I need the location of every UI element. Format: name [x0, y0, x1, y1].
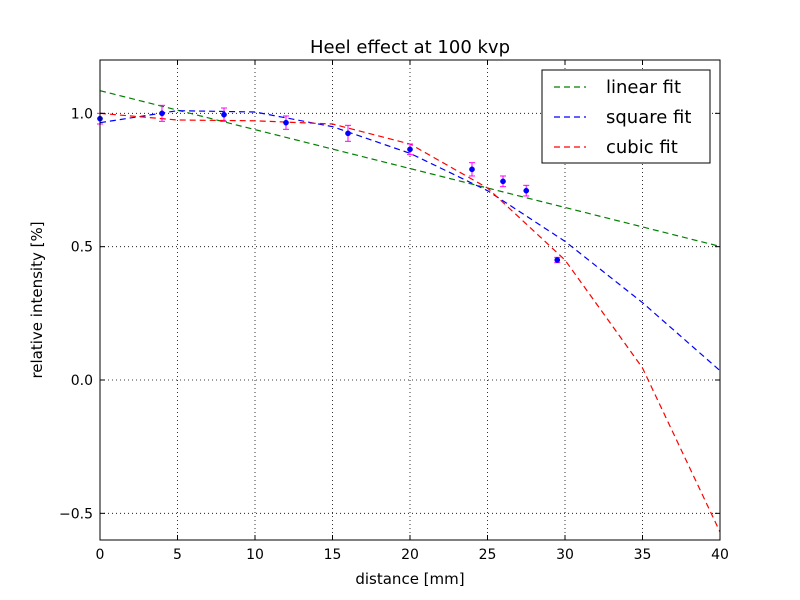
x-tick-label: 5 [173, 547, 182, 563]
legend-label: square fit [606, 107, 691, 128]
data-marker [221, 111, 227, 118]
measurement-point [554, 256, 561, 264]
data-marker [523, 187, 530, 194]
measurement-points [97, 104, 561, 264]
y-tick-label: −0.5 [59, 506, 93, 522]
measurement-point [469, 162, 475, 177]
y-tick-label: 0.5 [71, 240, 93, 256]
x-axis-label: distance [mm] [355, 570, 464, 588]
x-tick-label: 40 [711, 547, 729, 563]
y-tick-label: 0.0 [71, 373, 93, 389]
data-marker [469, 166, 475, 173]
measurement-point [159, 104, 165, 122]
data-marker [407, 146, 413, 153]
y-tick-label: 1.0 [71, 106, 93, 122]
measurement-point [221, 107, 227, 122]
measurement-point [283, 115, 289, 130]
data-marker [500, 178, 506, 185]
legend-entry-square-fit: square fit [554, 107, 691, 128]
data-marker [345, 130, 351, 137]
legend: linear fit square fit cubic fit [541, 69, 711, 164]
legend-label: cubic fit [606, 137, 678, 158]
data-marker [283, 119, 289, 126]
measurement-point [500, 175, 506, 188]
data-marker [554, 257, 561, 263]
data-marker [159, 110, 165, 117]
square-fit-line [99, 110, 721, 372]
x-tick-label: 20 [401, 547, 419, 563]
axis-ticks: 0 5 10 15 20 25 30 35 40 −0.5 0.0 0.5 1.0 [59, 60, 729, 563]
x-tick-label: 30 [556, 547, 574, 563]
linear-fit-line [99, 90, 721, 247]
legend-entry-cubic-fit: cubic fit [554, 137, 678, 158]
measurement-point [523, 184, 530, 197]
x-tick-label: 25 [479, 547, 497, 563]
legend-entry-linear-fit: linear fit [554, 77, 681, 98]
measurement-point [407, 143, 413, 156]
legend-label: linear fit [606, 77, 681, 98]
x-tick-label: 15 [324, 547, 342, 563]
y-axis-label: relative intensity [%] [28, 221, 46, 378]
x-tick-label: 35 [634, 547, 652, 563]
x-tick-label: 10 [246, 547, 264, 563]
x-tick-label: 0 [96, 547, 105, 563]
chart-title: Heel effect at 100 kvp [310, 37, 510, 58]
measurement-point [345, 124, 351, 142]
